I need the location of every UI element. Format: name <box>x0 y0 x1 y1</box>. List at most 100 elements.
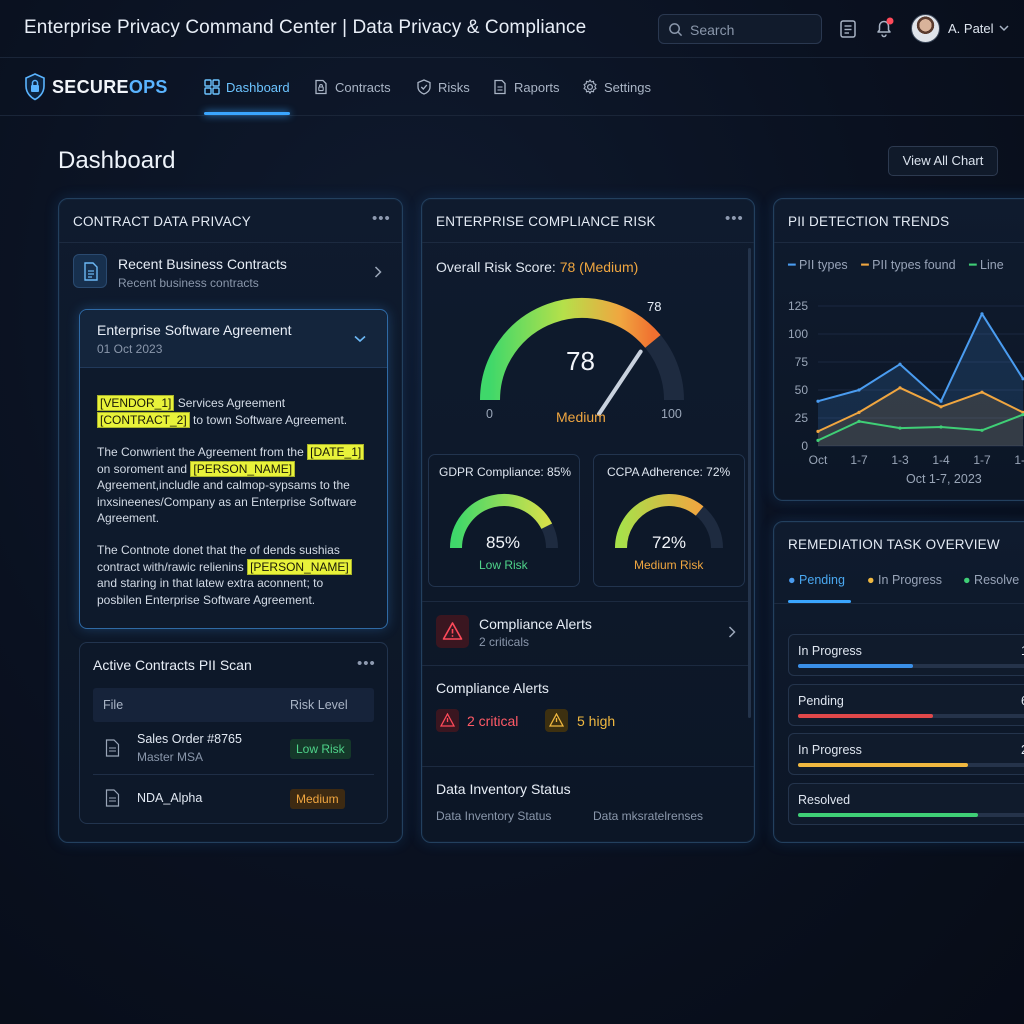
chevron-down-icon[interactable] <box>354 335 366 343</box>
data-point <box>857 419 861 423</box>
gauge-status: Medium <box>556 409 606 425</box>
gdpr-gauge <box>450 494 558 549</box>
data-point <box>816 429 820 433</box>
chevron-right-icon[interactable] <box>728 626 736 638</box>
gauge-fill <box>480 298 661 401</box>
critical-count[interactable]: 2 critical <box>467 713 519 729</box>
data-point <box>939 425 943 429</box>
search-input[interactable]: Search <box>658 14 822 44</box>
x-tick-label: 1-7 <box>850 453 868 467</box>
nav-item-dashboard[interactable]: Dashboard <box>204 79 290 95</box>
more-options-icon[interactable]: ••• <box>357 655 376 672</box>
legend-series-3: Line <box>980 258 1004 272</box>
pii-trends-card <box>773 198 1024 501</box>
task-row[interactable]: In Progress 1 <box>788 634 1024 676</box>
legend-series-2: PII types found <box>872 258 956 272</box>
agreement-paragraph-1: [VENDOR_1] Services Agreement [CONTRACT_… <box>97 395 377 428</box>
warning-icon <box>549 713 564 727</box>
file-name[interactable]: NDA_Alpha <box>137 791 203 805</box>
task-progress-track <box>798 812 1024 817</box>
risk-badge-medium: Medium <box>290 789 345 809</box>
bell-icon[interactable] <box>873 17 895 39</box>
card-title: ENTERPRISE COMPLIANCE RISK <box>436 214 656 229</box>
x-tick-label: 1-7 <box>973 453 991 467</box>
tab-pending[interactable]: ● Pending <box>788 573 845 587</box>
ccpa-status: Medium Risk <box>634 558 704 572</box>
file-subtitle: Master MSA <box>137 750 204 764</box>
data-inventory-subtitle-2: Data mksratelrenses <box>593 809 704 823</box>
warning-icon <box>442 622 463 640</box>
gauge-value: 78 <box>566 346 595 376</box>
contract-icon-box <box>73 254 107 288</box>
document-icon[interactable] <box>837 18 859 40</box>
gdpr-value: 85% <box>486 533 521 552</box>
top-bar <box>0 0 1024 58</box>
nav-label: Dashboard <box>226 79 290 95</box>
task-row[interactable]: Resolved <box>788 782 1024 825</box>
data-point <box>816 438 820 442</box>
table-row[interactable] <box>93 723 374 775</box>
data-point <box>898 386 902 390</box>
data-point <box>1021 377 1024 381</box>
nav-item-reports[interactable]: Raports <box>492 79 560 95</box>
ccpa-panel[interactable] <box>593 454 745 587</box>
file-icon <box>105 789 120 807</box>
active-tab-indicator <box>788 600 851 603</box>
more-options-icon[interactable]: ••• <box>372 210 391 227</box>
y-tick-label: 125 <box>788 299 808 313</box>
task-progress-fill <box>798 713 933 718</box>
alerts-summary-title: Compliance Alerts <box>436 680 549 696</box>
series-line-1 <box>817 312 1024 403</box>
nav-label: Risks <box>438 79 470 95</box>
data-point <box>1021 413 1024 417</box>
divider <box>774 242 1024 243</box>
tab-in-progress[interactable]: ● In Progress <box>867 573 942 587</box>
recent-contracts-title[interactable]: Recent Business Contracts <box>118 256 287 272</box>
nav-item-settings[interactable]: Settings <box>582 79 651 95</box>
y-tick-label: 0 <box>801 439 808 453</box>
gauge-peak-label: 78 <box>647 299 662 314</box>
chart-x-axis-label: Oct 1-7, 2023 <box>906 472 982 486</box>
active-tab-indicator <box>204 112 290 115</box>
chevron-right-icon[interactable] <box>374 266 382 278</box>
high-count[interactable]: 5 high <box>577 713 616 729</box>
risk-gauge <box>480 298 684 416</box>
app-title: Enterprise Privacy Command Center | Data… <box>24 17 587 38</box>
data-point <box>816 399 820 403</box>
card-title: PII DETECTION TRENDS <box>788 214 950 229</box>
alert-icon-box <box>436 615 469 648</box>
gdpr-panel[interactable] <box>428 454 580 587</box>
search-icon <box>669 23 683 37</box>
table-header <box>93 688 374 722</box>
shield-lock-icon <box>25 73 45 101</box>
nav-label: Contracts <box>335 79 391 95</box>
agreement-header[interactable] <box>80 310 387 368</box>
scrollbar[interactable] <box>748 248 751 718</box>
user-name[interactable]: A. Patel <box>948 21 994 36</box>
data-point <box>980 390 984 394</box>
y-tick-label: 75 <box>795 355 809 369</box>
y-tick-label: 50 <box>795 383 809 397</box>
legend-series-1: PII types <box>799 258 848 272</box>
view-all-chart-button[interactable]: View All Chart <box>888 146 998 176</box>
nav-item-contracts[interactable]: Contracts <box>313 79 391 95</box>
task-row[interactable]: In Progress 2 <box>788 733 1024 775</box>
agreement-title: Enterprise Software Agreement <box>97 322 292 338</box>
task-row[interactable]: Pending 6 <box>788 683 1024 726</box>
pii-tag-vendor: [VENDOR_1] <box>97 395 175 411</box>
tab-resolve[interactable]: ● Resolve <box>963 573 1020 587</box>
agreement-paragraph-2: The Conwrient the Agreement from the [DA… <box>97 444 369 527</box>
avatar[interactable] <box>911 14 940 43</box>
nav-item-risks[interactable]: Risks <box>416 79 470 95</box>
more-options-icon[interactable]: ••• <box>725 210 744 227</box>
brand-logo[interactable]: SECUREOPS <box>52 77 168 98</box>
data-inventory-title: Data Inventory Status <box>436 781 571 797</box>
divider <box>422 242 754 243</box>
chevron-down-icon[interactable] <box>999 25 1009 32</box>
file-name: Sales Order #8765 <box>137 732 242 746</box>
gdpr-status: Low Risk <box>479 558 528 572</box>
compliance-alerts-title[interactable]: Compliance Alerts <box>479 616 592 632</box>
pii-tag-person: [PERSON_NAME] <box>247 558 352 575</box>
series-area <box>818 313 1023 446</box>
data-point <box>857 410 861 414</box>
